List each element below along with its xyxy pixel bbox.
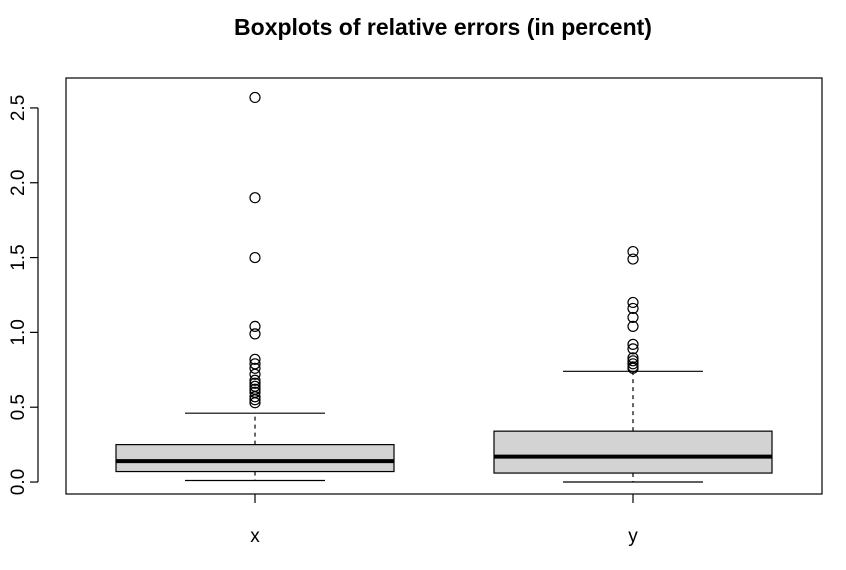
outlier-x-7 <box>249 362 261 374</box>
outlier-y-12 <box>627 362 639 374</box>
outlier-y-0 <box>627 245 639 258</box>
y-tick-label-4: 2.0 <box>8 170 29 196</box>
outlier-x-15 <box>249 394 261 406</box>
y-tick-label-3: 1.5 <box>8 244 29 270</box>
plot-frame <box>65 77 823 495</box>
outlier-x-16 <box>249 397 261 409</box>
outlier-y-1 <box>627 253 639 265</box>
chart-title: Boxplots of relative errors (in percent) <box>234 14 652 40</box>
outlier-x-5 <box>249 353 261 365</box>
outlier-x-3 <box>249 320 261 333</box>
outlier-y-9 <box>627 355 639 367</box>
outlier-x-2 <box>249 251 261 264</box>
outlier-x-10 <box>249 377 261 389</box>
y-tick-label-2: 1.0 <box>8 319 29 345</box>
outlier-y-4 <box>627 311 639 324</box>
outlier-x-9 <box>249 374 261 386</box>
iqr-box-x <box>115 444 395 473</box>
outlier-y-5 <box>627 320 639 333</box>
iqr-box-y <box>493 430 773 474</box>
outlier-x-0 <box>249 91 261 104</box>
outlier-x-4 <box>249 328 261 340</box>
box-y <box>493 245 773 483</box>
y-tick-label-1: 0.5 <box>8 394 29 420</box>
outlier-y-2 <box>627 296 639 309</box>
outlier-y-7 <box>627 343 639 355</box>
outlier-x-1 <box>249 192 261 204</box>
outlier-y-10 <box>627 358 639 370</box>
boxes <box>115 91 773 483</box>
y-tick-label-5: 2.5 <box>8 95 29 121</box>
y-axis: 0.0 0.5 1.0 1.5 2.0 2.5 <box>8 95 39 495</box>
box-x <box>115 91 395 482</box>
x-tick-label-0: x <box>250 526 260 547</box>
outlier-y-6 <box>627 338 639 350</box>
outlier-y-3 <box>627 302 639 315</box>
x-tick-label-1: y <box>628 526 638 547</box>
outlier-x-14 <box>249 391 261 403</box>
outlier-x-8 <box>249 368 261 380</box>
y-tick-label-0: 0.0 <box>8 469 29 495</box>
